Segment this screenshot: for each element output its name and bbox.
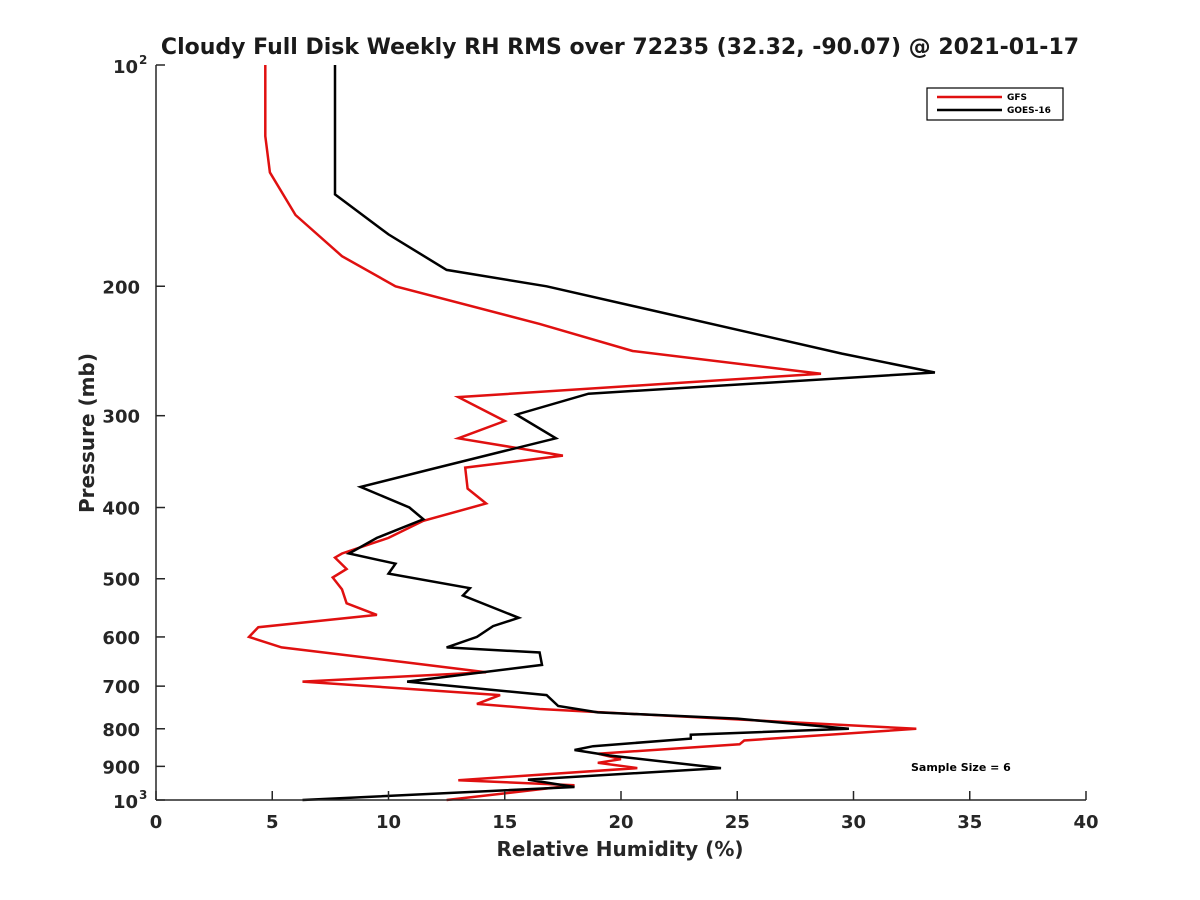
plot-area: 0 5 10 15 20 25 30 35 40 10 220030040050060070080…	[102, 53, 1098, 833]
y-tick-label: 800	[102, 720, 140, 741]
y-tick-label: 500	[102, 570, 140, 591]
y-tick-exponent: 3	[139, 788, 147, 802]
plot-background	[156, 65, 1086, 800]
legend-box	[926, 87, 1064, 121]
x-tick-label: 25	[725, 812, 750, 833]
y-tick-label: 10	[113, 792, 138, 813]
legend-label-gfs: GFS	[1007, 93, 1027, 103]
y-tick-label: 600	[102, 628, 140, 649]
x-tick-label: 10	[376, 812, 401, 833]
legend-label-goes16: GOES-16	[1007, 106, 1051, 116]
y-tick-exponent: 2	[139, 53, 147, 67]
y-tick-label: 900	[102, 757, 140, 778]
x-tick-label: 20	[608, 812, 633, 833]
sample-size-annotation: Sample Size = 6	[911, 761, 1011, 774]
y-tick-label: 400	[102, 499, 140, 520]
x-axis-label: Relative Humidity (%)	[496, 837, 743, 861]
y-tick-label: 300	[102, 407, 140, 428]
chart-title: Cloudy Full Disk Weekly RH RMS over 7223…	[161, 35, 1079, 60]
y-tick-label: 700	[102, 677, 140, 698]
y-tick-label: 10	[113, 57, 138, 78]
x-tick-label: 5	[266, 812, 279, 833]
y-axis-label: Pressure (mb)	[75, 353, 99, 513]
series-line-goes16	[302, 65, 936, 802]
x-tick-label: 0	[150, 812, 163, 833]
series-line-gfs	[246, 65, 917, 802]
x-tick-label: 35	[957, 812, 982, 833]
x-tick-label: 40	[1073, 812, 1098, 833]
x-axis-ticks: 0 5 10 15 20 25 30 35 40	[150, 791, 1099, 833]
series-layer	[246, 65, 936, 802]
x-tick-label: 30	[841, 812, 866, 833]
y-tick-label: 200	[102, 277, 140, 298]
legend: GFS GOES-16	[926, 87, 1064, 121]
x-tick-label: 15	[492, 812, 517, 833]
